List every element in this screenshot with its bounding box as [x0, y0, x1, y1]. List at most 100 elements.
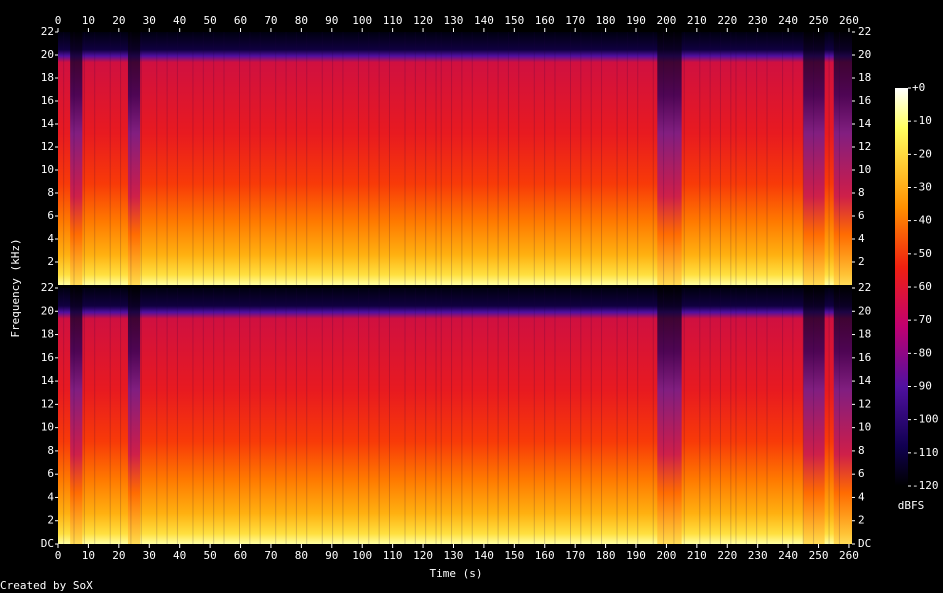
texture: [626, 288, 628, 544]
texture: [357, 288, 359, 544]
texture: [471, 288, 473, 544]
texture: [249, 32, 251, 285]
y-tick-label: 4: [47, 232, 54, 245]
texture: [259, 288, 261, 544]
texture: [590, 288, 592, 544]
x-tick-label: 120: [413, 549, 433, 562]
y-tick-label: DC: [41, 537, 54, 550]
y-tick-label: 10: [41, 163, 54, 176]
y-tick-label: 12: [858, 140, 871, 153]
x-tick-label: 20: [112, 549, 125, 562]
x-tick-label: 180: [596, 14, 616, 27]
texture: [569, 32, 571, 285]
x-tick-label: 170: [565, 14, 585, 27]
x-tick-label: 140: [474, 14, 494, 27]
texture: [699, 288, 701, 544]
texture: [699, 32, 701, 285]
texture: [580, 32, 582, 285]
texture: [176, 288, 178, 544]
colorbar-tick-label: -70: [912, 313, 932, 326]
texture: [637, 32, 639, 285]
texture: [166, 32, 168, 285]
texture: [295, 32, 297, 285]
y-tick-label: 6: [47, 209, 54, 222]
y-tick-label: 22: [858, 281, 871, 294]
x-tick-label: 0: [55, 549, 62, 562]
colorbar-tick-label: -20: [912, 147, 932, 160]
texture: [342, 32, 344, 285]
texture: [73, 32, 75, 285]
texture: [285, 288, 287, 544]
y-tick-label: 20: [41, 48, 54, 61]
texture: [730, 288, 732, 544]
x-tick-label: 40: [173, 14, 186, 27]
spectrogram-panels: [58, 32, 852, 544]
texture: [745, 288, 747, 544]
texture: [94, 32, 96, 285]
x-tick-label: 240: [778, 14, 798, 27]
y-tick-label: 8: [47, 444, 54, 457]
texture: [109, 32, 111, 285]
x-tick-label: 110: [383, 549, 403, 562]
texture: [425, 288, 427, 544]
texture: [73, 288, 75, 544]
texture: [321, 32, 323, 285]
x-tick-label: 210: [687, 14, 707, 27]
texture: [616, 32, 618, 285]
quiet-region: [803, 32, 825, 285]
x-tick-label: 260: [839, 549, 859, 562]
y-tick-label: 6: [858, 209, 865, 222]
y-tick-label: 8: [47, 186, 54, 199]
x-tick-label: 30: [143, 14, 156, 27]
x-tick-label: 160: [535, 549, 555, 562]
y-tick-label: 14: [858, 374, 872, 387]
texture: [554, 32, 556, 285]
texture: [166, 288, 168, 544]
texture: [213, 32, 215, 285]
texture: [709, 288, 711, 544]
y-tick-label: DC: [858, 537, 871, 550]
texture: [388, 32, 390, 285]
colorbar-tick-label: -90: [912, 380, 932, 393]
texture: [202, 32, 204, 285]
x-tick-label: 130: [444, 14, 464, 27]
quiet-region: [833, 288, 852, 544]
texture: [120, 288, 122, 544]
texture: [63, 288, 65, 544]
quiet-region: [803, 288, 825, 544]
texture: [357, 32, 359, 285]
x-tick-label: 260: [839, 14, 859, 27]
texture: [663, 288, 665, 544]
y-tick-label: 2: [858, 255, 865, 268]
x-tick-label: 130: [444, 549, 464, 562]
texture: [156, 32, 158, 285]
texture: [792, 32, 794, 285]
x-tick-label: 200: [656, 549, 676, 562]
x-tick-label: 110: [383, 14, 403, 27]
texture: [745, 32, 747, 285]
texture: [378, 288, 380, 544]
texture: [828, 32, 830, 285]
x-tick-label: 0: [55, 14, 62, 27]
y-tick-label: 18: [41, 71, 54, 84]
texture: [388, 288, 390, 544]
texture: [368, 32, 370, 285]
texture: [321, 288, 323, 544]
x-tick-label: 140: [474, 549, 494, 562]
y-tick-label: 6: [47, 467, 54, 480]
texture: [601, 288, 603, 544]
texture: [782, 32, 784, 285]
texture: [663, 32, 665, 285]
texture: [518, 288, 520, 544]
texture: [306, 288, 308, 544]
texture: [637, 288, 639, 544]
texture: [378, 32, 380, 285]
texture: [451, 32, 453, 285]
colorbar-tick-label: -40: [912, 214, 932, 227]
texture: [756, 288, 758, 544]
texture: [673, 288, 675, 544]
y-tick-label: 16: [41, 94, 54, 107]
texture: [130, 32, 132, 285]
texture: [275, 32, 277, 285]
texture: [756, 32, 758, 285]
